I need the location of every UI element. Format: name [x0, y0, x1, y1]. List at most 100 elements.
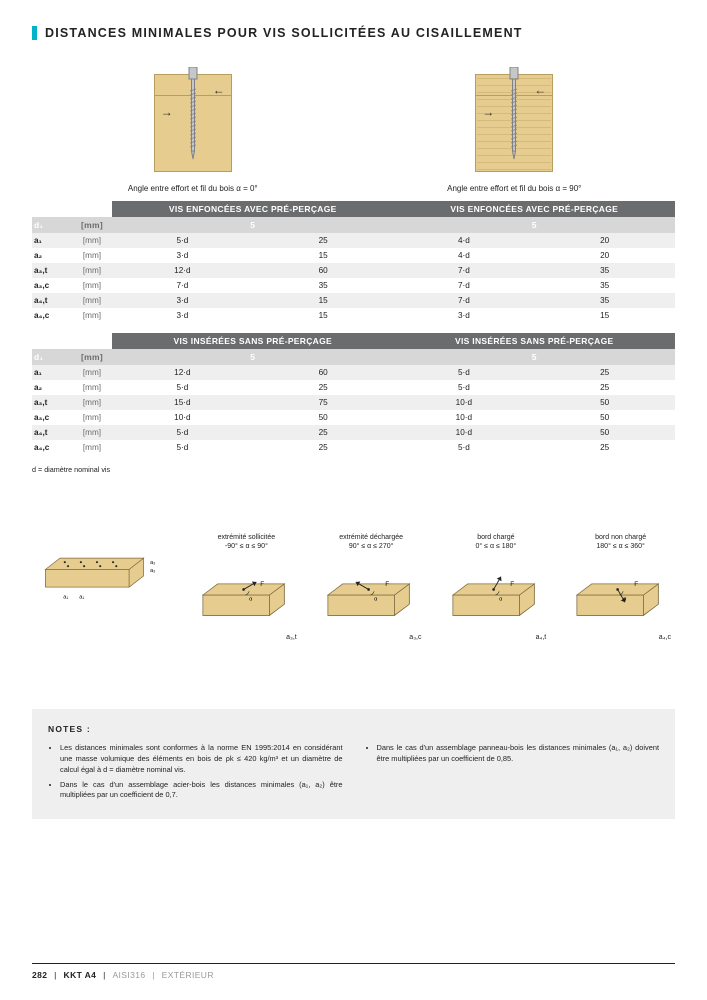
val-cell: 10·d — [394, 425, 535, 440]
th-predrill-left: VIS ENFONCÉES AVEC PRÉ-PERÇAGE — [112, 201, 394, 217]
wood-block-right: ← → — [475, 74, 553, 172]
val-cell: 5·d — [394, 440, 535, 455]
val-cell: 75 — [253, 395, 394, 410]
val-cell: 7·d — [394, 278, 535, 293]
unit-cell: [mm] — [72, 425, 112, 440]
sub-right: 5 — [394, 217, 676, 233]
val-cell: 15 — [253, 248, 394, 263]
table-row: a₃,t[mm]12·d607·d35 — [32, 263, 675, 278]
val-cell: 25 — [253, 440, 394, 455]
val-cell: 5·d — [112, 233, 253, 248]
edge-distance-diagrams: a₂ a₂ a₁ a₁ extrémité sollicitée -90° ≤ α… — [32, 534, 675, 641]
label-a2: a₂ — [150, 560, 155, 566]
sub-left: 5 — [112, 217, 394, 233]
table-row: a₁[mm]5·d254·d20 — [32, 233, 675, 248]
edge-case-angle: 90° ≤ α ≤ 270° — [317, 543, 426, 550]
val-cell: 60 — [253, 263, 394, 278]
val-cell: 25 — [253, 233, 394, 248]
diagram-alpha-90: ← → Angle entre effort et fil du bois α … — [354, 74, 676, 193]
footer-page: 282 — [32, 970, 47, 980]
val-cell: 7·d — [394, 263, 535, 278]
val-cell: 50 — [534, 395, 675, 410]
val-cell: 3·d — [112, 308, 253, 323]
unit-cell: [mm] — [72, 410, 112, 425]
footer-section: EXTÉRIEUR — [162, 970, 214, 980]
page-title: DISTANCES MINIMALES POUR VIS SOLLICITÉES… — [45, 26, 523, 40]
edge-case-title: bord non chargé — [566, 534, 675, 541]
edge-case-label: a₄,t — [442, 634, 551, 641]
arrow-right-icon: → — [482, 105, 494, 119]
unit-cell: [mm] — [72, 263, 112, 278]
unit-cell: [mm] — [72, 293, 112, 308]
th-nopredrill-left: VIS INSÉRÉES SANS PRÉ-PERÇAGE — [112, 333, 394, 349]
val-cell: 50 — [534, 425, 675, 440]
unit-cell: [mm] — [72, 395, 112, 410]
table-row: a₂[mm]5·d255·d25 — [32, 380, 675, 395]
table-row: a₁[mm]12·d605·d25 — [32, 365, 675, 380]
unit-cell: [mm] — [72, 233, 112, 248]
notes-title: NOTES : — [48, 723, 659, 735]
edge-case-angle: -90° ≤ α ≤ 90° — [192, 543, 301, 550]
edge-case-diagram: bord non chargé180° ≤ α ≤ 360°Fαa₄,c — [566, 534, 675, 641]
param-cell: a₄,c — [32, 308, 72, 323]
unit-cell: [mm] — [72, 365, 112, 380]
table-nopredrill: VIS INSÉRÉES SANS PRÉ-PERÇAGE VIS INSÉRÉ… — [32, 333, 675, 455]
svg-text:F: F — [510, 581, 514, 588]
arrow-left-icon: ← — [534, 83, 546, 97]
label-a1: a₁ — [63, 594, 68, 600]
val-cell: 15 — [253, 293, 394, 308]
notes-col-right: Dans le cas d'un assemblage panneau-bois… — [365, 743, 660, 805]
param-cell: a₃,t — [32, 395, 72, 410]
param-d1-b: d₁ — [32, 349, 72, 365]
label-a2b: a₂ — [150, 568, 155, 574]
table-row: a₃,c[mm]7·d357·d35 — [32, 278, 675, 293]
val-cell: 50 — [253, 410, 394, 425]
val-cell: 35 — [253, 278, 394, 293]
edge-case-title: extrémité sollicitée — [192, 534, 301, 541]
table-row: a₂[mm]3·d154·d20 — [32, 248, 675, 263]
unit-cell: [mm] — [72, 380, 112, 395]
val-cell: 12·d — [112, 365, 253, 380]
val-cell: 10·d — [394, 410, 535, 425]
val-cell: 25 — [534, 365, 675, 380]
notes-col-left: Les distances minimales sont conformes à… — [48, 743, 343, 805]
param-cell: a₄,c — [32, 440, 72, 455]
val-cell: 25 — [253, 425, 394, 440]
val-cell: 7·d — [394, 293, 535, 308]
val-cell: 25 — [534, 380, 675, 395]
val-cell: 35 — [534, 263, 675, 278]
param-cell: a₃,t — [32, 263, 72, 278]
table-row: a₃,c[mm]10·d5010·d50 — [32, 410, 675, 425]
svg-text:F: F — [635, 581, 639, 588]
val-cell: 60 — [253, 365, 394, 380]
table-predrill: VIS ENFONCÉES AVEC PRÉ-PERÇAGE VIS ENFON… — [32, 201, 675, 323]
screw-icon — [186, 67, 200, 167]
val-cell: 3·d — [112, 293, 253, 308]
param-cell: a₁ — [32, 233, 72, 248]
edge-case-angle: 180° ≤ α ≤ 360° — [566, 543, 675, 550]
wood-block-left: ← → — [154, 74, 232, 172]
heading-bar-icon — [32, 26, 37, 40]
notes-item: Dans le cas d'un assemblage panneau-bois… — [377, 743, 660, 764]
sub-left-b: 5 — [112, 349, 394, 365]
param-cell: a₄,t — [32, 425, 72, 440]
table-row: a₄,t[mm]5·d2510·d50 — [32, 425, 675, 440]
svg-text:F: F — [260, 581, 264, 588]
page-heading-row: DISTANCES MINIMALES POUR VIS SOLLICITÉES… — [32, 26, 675, 40]
val-cell: 15·d — [112, 395, 253, 410]
spacing-diagram: a₂ a₂ a₁ a₁ — [32, 534, 170, 610]
edge-case-diagram: extrémité sollicitée-90° ≤ α ≤ 90°Fαa₃,t — [192, 534, 301, 641]
th-nopredrill-right: VIS INSÉRÉES SANS PRÉ-PERÇAGE — [394, 333, 676, 349]
val-cell: 15 — [534, 308, 675, 323]
edge-case-diagram: extrémité déchargée90° ≤ α ≤ 270°Fαa₃,c — [317, 534, 426, 641]
edge-case-title: bord chargé — [442, 534, 551, 541]
val-cell: 5·d — [394, 365, 535, 380]
diagram-caption-right: Angle entre effort et fil du bois α = 90… — [354, 184, 676, 193]
val-cell: 15 — [253, 308, 394, 323]
val-cell: 4·d — [394, 248, 535, 263]
val-cell: 25 — [534, 440, 675, 455]
param-d1: d₁ — [32, 217, 72, 233]
val-cell: 20 — [534, 233, 675, 248]
unit-d1-b: [mm] — [72, 349, 112, 365]
val-cell: 7·d — [112, 278, 253, 293]
